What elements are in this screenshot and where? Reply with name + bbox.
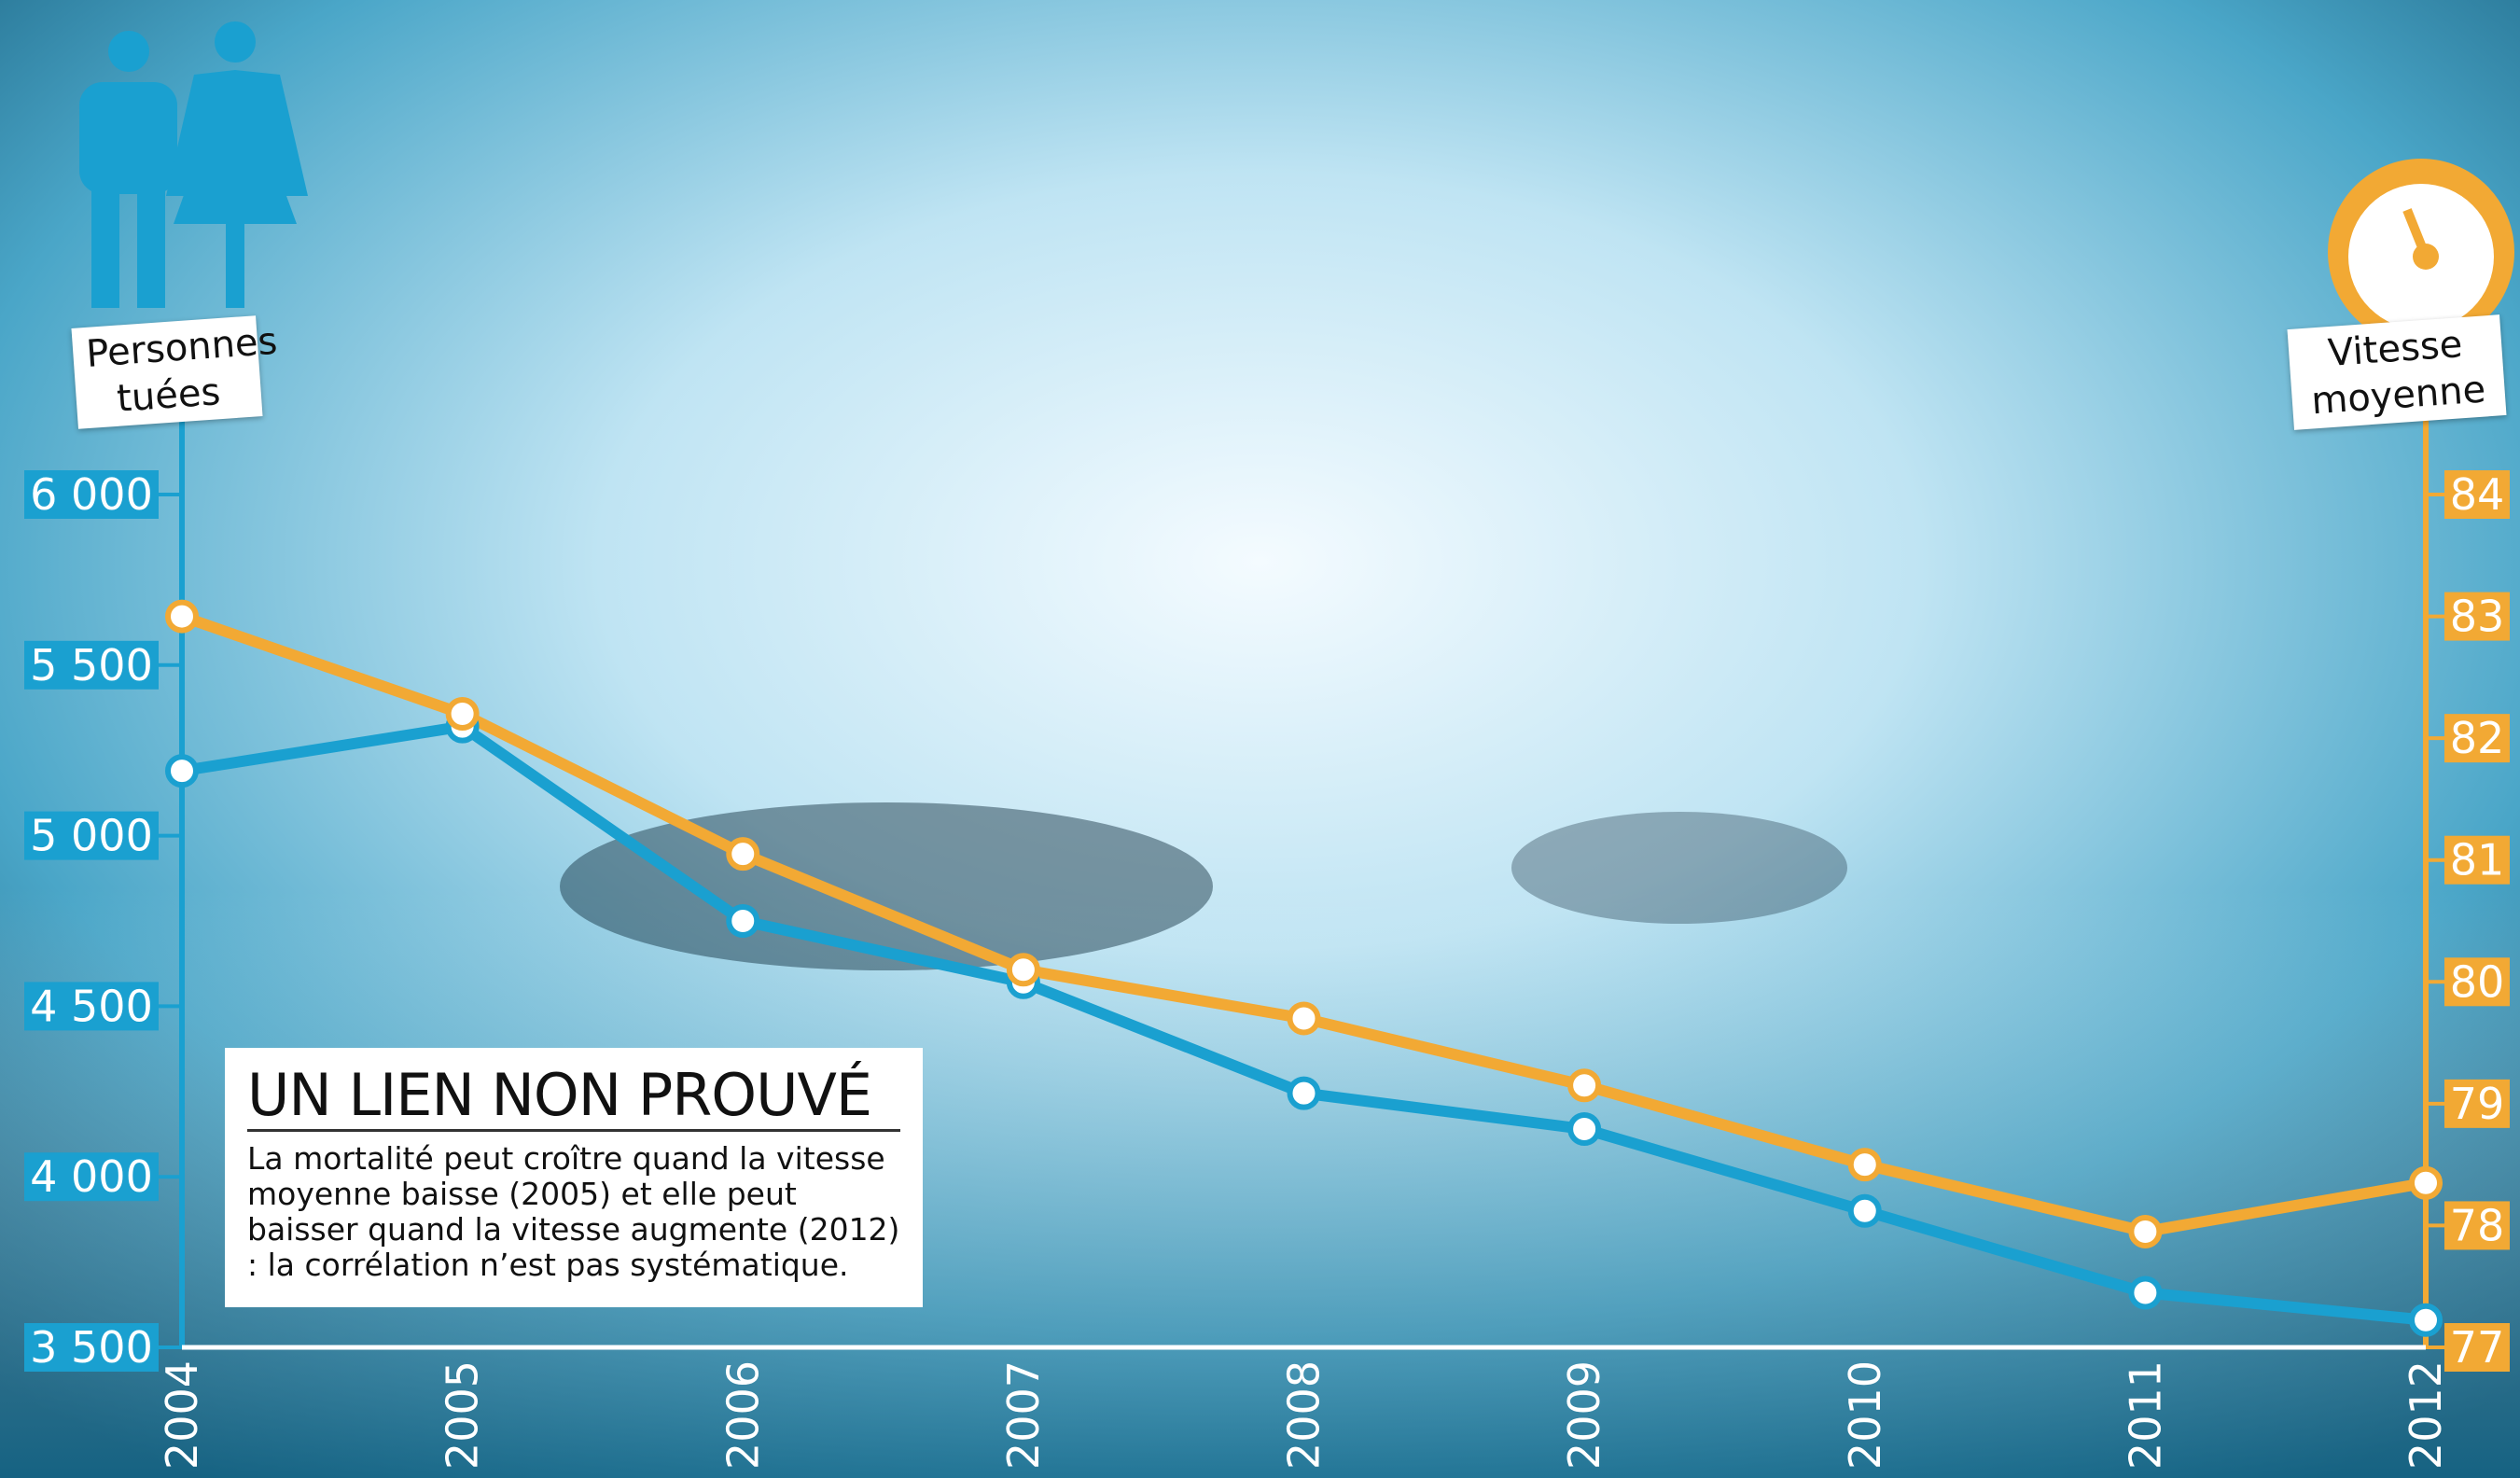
y2-tick-box bbox=[2444, 1079, 2510, 1128]
data-point bbox=[2128, 1276, 2163, 1310]
y-tick-box bbox=[24, 640, 159, 690]
y2-tick-label: 82 bbox=[2450, 713, 2505, 763]
y2-tick-box bbox=[2444, 470, 2510, 519]
data-point bbox=[2409, 1165, 2443, 1200]
y2-tick-label: 78 bbox=[2450, 1200, 2505, 1250]
data-point bbox=[1567, 1112, 1602, 1147]
data-point bbox=[1287, 1001, 1321, 1036]
data-point bbox=[165, 754, 199, 788]
y2-tick-box bbox=[2444, 835, 2510, 885]
people-icon bbox=[79, 21, 308, 308]
y2-tick-box bbox=[2444, 592, 2510, 641]
data-point bbox=[1287, 1076, 1321, 1110]
data-point bbox=[1847, 1148, 1882, 1182]
data-point bbox=[726, 904, 760, 938]
y2-tick-label: 77 bbox=[2450, 1322, 2505, 1373]
y2-tick-label: 83 bbox=[2450, 592, 2505, 642]
data-point bbox=[165, 599, 199, 634]
blur-car bbox=[1511, 812, 1847, 924]
annotation-box: UN LIEN NON PROUVÉ La mortalité peut cro… bbox=[225, 1048, 923, 1307]
data-point bbox=[1567, 1068, 1602, 1103]
y2-axis-title: Vitesse moyenne bbox=[2287, 314, 2507, 430]
data-point bbox=[1006, 953, 1040, 987]
annotation-title: UN LIEN NON PROUVÉ bbox=[247, 1061, 900, 1132]
y-tick-label: 4 500 bbox=[30, 981, 153, 1031]
data-point bbox=[1847, 1193, 1882, 1228]
y-tick-box bbox=[24, 1323, 159, 1372]
y-tick-box bbox=[24, 811, 159, 860]
y2-tick-box bbox=[2444, 1323, 2510, 1372]
y-tick-box bbox=[24, 470, 159, 519]
x-tick-label: 2010 bbox=[1840, 1360, 1890, 1470]
y2-tick-box bbox=[2444, 714, 2510, 763]
y2-tick-label: 80 bbox=[2450, 956, 2505, 1007]
y-tick-box bbox=[24, 982, 159, 1031]
gauge-icon bbox=[2328, 159, 2514, 345]
data-point bbox=[2409, 1303, 2443, 1337]
y-axis-title: Personnes tuées bbox=[71, 315, 279, 429]
y2-tick-label: 84 bbox=[2450, 469, 2505, 520]
y2-tick-box bbox=[2444, 957, 2510, 1007]
y-tick-label: 5 500 bbox=[30, 640, 153, 690]
y2-tick-label: 79 bbox=[2450, 1079, 2505, 1129]
y2-tick-label: 81 bbox=[2450, 835, 2505, 885]
y-tick-label: 5 000 bbox=[30, 811, 153, 861]
y-tick-label: 6 000 bbox=[30, 469, 153, 520]
data-point bbox=[2128, 1214, 2163, 1248]
y2-tick-box bbox=[2444, 1201, 2510, 1250]
y-tick-label: 3 500 bbox=[30, 1322, 153, 1373]
y-tick-label: 4 000 bbox=[30, 1151, 153, 1202]
x-tick-label: 2009 bbox=[1559, 1360, 1609, 1470]
x-tick-label: 2004 bbox=[157, 1360, 207, 1470]
y-tick-box bbox=[24, 1152, 159, 1202]
blur-car bbox=[560, 802, 1213, 970]
x-tick-label: 2012 bbox=[2401, 1360, 2451, 1470]
x-tick-label: 2011 bbox=[2120, 1360, 2170, 1470]
data-point bbox=[726, 837, 760, 871]
data-point bbox=[445, 697, 480, 732]
x-tick-label: 2006 bbox=[717, 1360, 768, 1470]
annotation-text: La mortalité peut croître quand la vites… bbox=[247, 1140, 900, 1283]
x-tick-label: 2007 bbox=[998, 1360, 1049, 1470]
x-tick-label: 2008 bbox=[1279, 1360, 1330, 1470]
x-tick-label: 2005 bbox=[438, 1360, 488, 1470]
